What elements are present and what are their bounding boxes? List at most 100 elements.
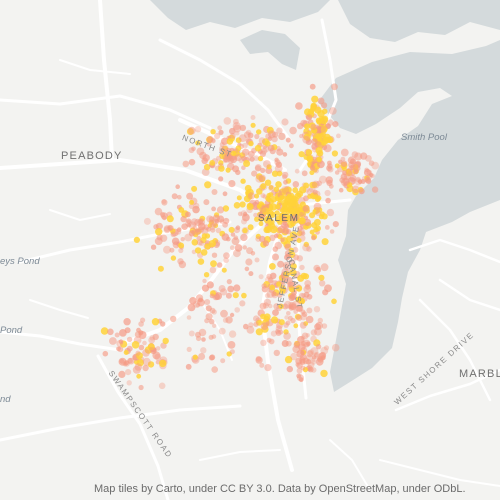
density-point [247,132,254,139]
density-point [319,125,327,133]
density-point [286,365,293,373]
density-point [302,273,310,280]
density-point [289,293,297,301]
density-point [277,292,283,298]
density-point [305,315,314,324]
density-point [254,257,260,263]
salem-harbor [318,40,500,392]
density-point [295,304,303,312]
density-point [282,202,288,208]
density-point [253,315,260,322]
density-point [218,327,226,335]
density-point [301,293,306,298]
density-point [194,247,202,254]
density-point [315,147,323,155]
density-point [216,206,225,214]
density-point [242,227,248,234]
density-point [271,170,279,177]
density-point [274,159,281,166]
density-point [193,202,200,209]
density-point [254,144,262,152]
density-point [178,242,185,249]
density-point [246,326,255,334]
density-point [202,154,210,162]
density-point [338,187,344,193]
density-point [280,237,285,243]
density-point [290,317,296,324]
density-point [211,252,218,258]
density-point [213,293,221,300]
density-point [289,281,296,289]
density-point [288,247,294,253]
density-point [138,321,144,327]
density-point [226,351,232,357]
density-point [348,161,355,169]
density-point [296,255,303,262]
density-point [210,138,216,144]
density-point [276,170,283,177]
density-point [201,337,206,342]
density-point [131,341,140,349]
density-point [250,115,256,120]
density-point [118,339,124,345]
density-point [321,102,328,109]
density-point [229,349,235,355]
density-point [302,243,310,252]
density-point [301,170,308,177]
density-point [206,135,214,143]
water-label-pond-upper: eys Pond [0,256,40,267]
density-point [306,114,313,121]
density-point [314,327,322,336]
density-point [292,280,297,286]
density-point [189,199,195,205]
density-point [171,237,180,245]
density-point [260,322,269,331]
density-point [225,292,232,299]
density-point [347,170,353,176]
density-point [295,204,303,211]
density-point [315,266,322,273]
density-point [161,199,168,206]
density-point [267,218,275,226]
density-point [154,207,163,216]
density-point [255,355,262,362]
density-point [138,384,144,391]
density-point [245,258,253,266]
density-point [279,287,286,294]
density-point [210,260,217,268]
density-point [239,201,246,208]
density-point [282,152,288,157]
density-point [142,364,149,372]
density-point [263,298,271,306]
density-point [161,215,167,221]
density-point [255,328,263,336]
density-point [364,167,369,173]
density-point [254,193,260,199]
density-point [320,126,328,134]
density-point [127,357,133,364]
density-point [180,237,185,242]
density-point [222,221,229,228]
density-point [219,145,225,151]
density-point [319,211,325,217]
density-point [229,127,236,135]
water-label-pond-lower: nd [0,394,11,405]
density-point [325,197,331,204]
density-point [276,148,284,156]
density-point [234,154,242,162]
density-point [273,303,280,310]
density-point [286,311,291,316]
density-point [204,181,212,189]
density-point [241,218,247,225]
density-point [221,145,229,152]
density-point [325,176,334,184]
density-point [215,227,222,234]
density-point [257,155,264,162]
density-point [170,315,177,323]
density-point [226,138,234,145]
density-point [253,212,258,218]
density-point [277,197,283,203]
density-point [232,122,241,130]
density-point [371,186,379,193]
